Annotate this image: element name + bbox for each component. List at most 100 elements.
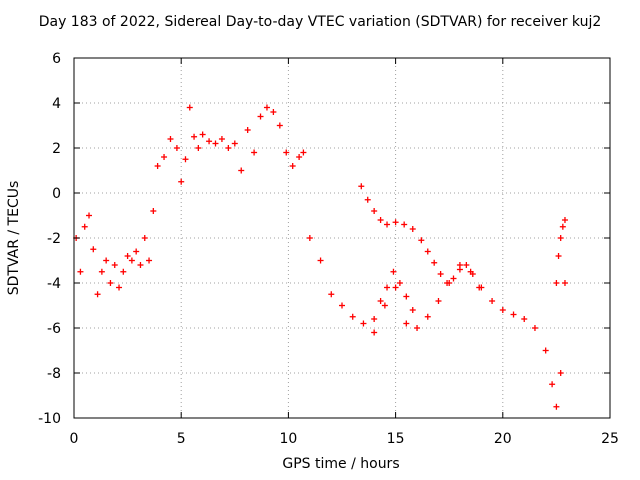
data-point: [549, 381, 556, 388]
data-point: [377, 298, 384, 304]
data-point: [561, 217, 568, 223]
grid-lines: [74, 58, 610, 418]
data-point: [371, 329, 378, 336]
x-tick-label: 15: [387, 431, 405, 447]
data-point: [191, 133, 198, 140]
data-point: [531, 325, 538, 331]
data-point: [463, 262, 470, 268]
data-point: [435, 298, 442, 304]
data-point: [390, 268, 397, 275]
data-point: [289, 163, 296, 169]
y-tick-label: -8: [47, 366, 61, 382]
data-point: [444, 280, 451, 286]
data-point: [499, 307, 506, 313]
data-point: [182, 156, 189, 163]
data-point: [244, 127, 251, 133]
data-point: [128, 257, 135, 264]
data-point: [384, 221, 391, 228]
y-tick-label: 6: [52, 51, 61, 67]
data-point: [392, 284, 399, 291]
data-point: [124, 253, 131, 259]
data-point: [431, 259, 438, 266]
data-point: [154, 163, 161, 169]
data-point: [409, 226, 416, 232]
data-point: [358, 183, 365, 190]
data-point: [137, 262, 144, 268]
data-point: [339, 302, 345, 309]
data-point: [377, 217, 384, 223]
y-tick-label: 2: [52, 141, 61, 157]
data-point: [206, 138, 213, 145]
data-point: [81, 223, 88, 230]
data-point: [300, 149, 307, 156]
x-tick-label: 0: [70, 431, 79, 447]
data-point: [489, 298, 496, 304]
data-point: [146, 257, 153, 264]
data-point: [371, 316, 378, 322]
data-point: [469, 271, 476, 277]
y-tick-label: -10: [38, 411, 61, 427]
data-point: [199, 131, 206, 138]
data-point: [257, 113, 264, 120]
data-point: [150, 208, 157, 214]
data-point: [238, 167, 245, 174]
data-point: [403, 293, 410, 300]
data-point: [306, 235, 313, 241]
data-point: [116, 284, 123, 291]
y-tick-label: -2: [47, 231, 61, 247]
data-point: [364, 196, 371, 203]
x-tick-label: 10: [279, 431, 297, 447]
data-point: [542, 347, 549, 354]
data-point: [328, 291, 335, 298]
data-point: [251, 149, 258, 156]
data-point: [409, 307, 416, 313]
data-point: [186, 104, 193, 111]
data-point: [396, 280, 403, 286]
data-point: [263, 104, 270, 111]
y-tick-label: 0: [52, 186, 61, 202]
data-point: [559, 223, 566, 230]
data-point: [414, 325, 421, 331]
data-point: [98, 268, 105, 275]
x-tick-label: 25: [601, 431, 619, 447]
data-point: [381, 302, 388, 309]
data-point: [401, 221, 408, 228]
data-point: [283, 149, 290, 156]
data-point: [107, 280, 114, 286]
data-point: [561, 280, 568, 286]
data-point: [141, 235, 148, 241]
data-point: [161, 154, 168, 160]
data-point: [521, 316, 528, 322]
data-point: [296, 154, 303, 160]
data-point: [424, 248, 431, 255]
x-tick-label: 20: [494, 431, 512, 447]
plot-frame: [73, 57, 611, 419]
data-point: [510, 311, 517, 318]
data-point: [195, 145, 202, 151]
data-point: [384, 284, 391, 291]
data-point: [450, 275, 457, 282]
y-axis-label: SDTVAR / TECUs: [6, 180, 22, 296]
data-point: [90, 246, 97, 253]
data-point: [270, 109, 277, 115]
data-point: [173, 145, 180, 151]
data-point: [317, 257, 324, 264]
data-point: [94, 291, 101, 298]
x-tick-label: 5: [177, 431, 186, 447]
y-tick-label: -6: [47, 321, 61, 337]
data-point: [360, 320, 367, 327]
data-point: [77, 268, 84, 275]
data-point: [111, 262, 118, 268]
data-point: [212, 140, 219, 147]
chart-title: Day 183 of 2022, Sidereal Day-to-day VTE…: [38, 14, 602, 30]
data-point: [424, 313, 431, 320]
data-point: [103, 257, 110, 264]
data-point: [231, 140, 238, 147]
data-point: [349, 313, 356, 320]
data-point: [553, 403, 560, 410]
x-axis-label: GPS time / hours: [282, 456, 400, 472]
data-point: [178, 178, 185, 185]
data-point: [555, 253, 562, 259]
data-point: [218, 136, 225, 142]
